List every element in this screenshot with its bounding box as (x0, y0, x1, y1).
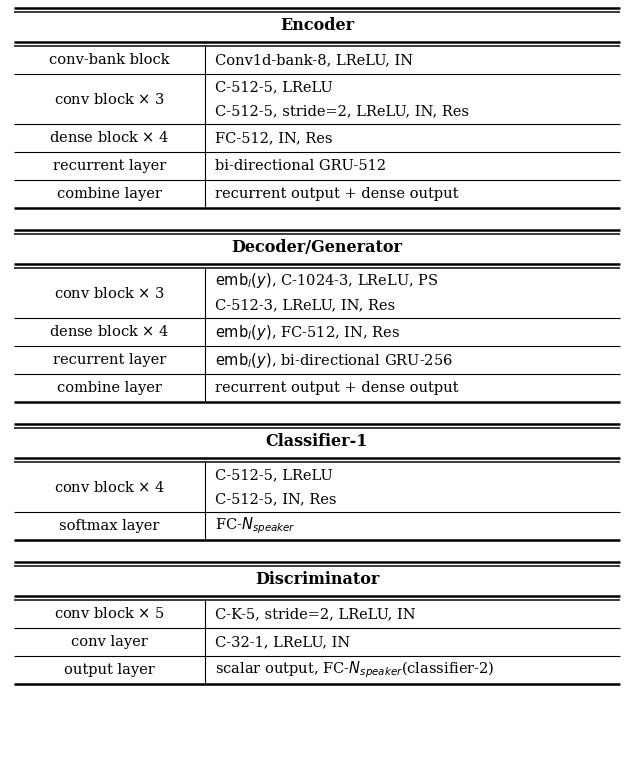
Text: recurrent output + dense output: recurrent output + dense output (215, 381, 458, 395)
Text: C-512-5, stride=2, LReLU, IN, Res: C-512-5, stride=2, LReLU, IN, Res (215, 104, 469, 118)
Text: C-512-5, IN, Res: C-512-5, IN, Res (215, 492, 337, 506)
Text: C-512-3, LReLU, IN, Res: C-512-3, LReLU, IN, Res (215, 298, 395, 312)
Text: C-K-5, stride=2, LReLU, IN: C-K-5, stride=2, LReLU, IN (215, 607, 415, 621)
Text: combine layer: combine layer (57, 381, 162, 395)
Text: conv layer: conv layer (71, 635, 148, 649)
Text: Discriminator: Discriminator (255, 571, 379, 587)
Text: recurrent layer: recurrent layer (53, 159, 166, 173)
Text: FC-$N_{speaker}$: FC-$N_{speaker}$ (215, 515, 295, 537)
Text: conv-bank block: conv-bank block (49, 53, 170, 67)
Text: output layer: output layer (64, 663, 155, 677)
Text: dense block $\times$ 4: dense block $\times$ 4 (49, 324, 169, 340)
Text: conv block $\times$ 5: conv block $\times$ 5 (54, 606, 165, 622)
Text: Encoder: Encoder (280, 17, 354, 33)
Text: Classifier-1: Classifier-1 (266, 433, 368, 449)
Text: bi-directional GRU-512: bi-directional GRU-512 (215, 159, 386, 173)
Text: $\mathrm{emb}_l(y)$, FC-512, IN, Res: $\mathrm{emb}_l(y)$, FC-512, IN, Res (215, 322, 400, 342)
Text: FC-512, IN, Res: FC-512, IN, Res (215, 131, 332, 145)
Text: conv block $\times$ 3: conv block $\times$ 3 (54, 92, 165, 107)
Text: Decoder/Generator: Decoder/Generator (231, 239, 403, 255)
Text: conv block $\times$ 4: conv block $\times$ 4 (54, 480, 165, 494)
Text: $\mathrm{emb}_l(y)$, bi-directional GRU-256: $\mathrm{emb}_l(y)$, bi-directional GRU-… (215, 350, 453, 369)
Text: softmax layer: softmax layer (59, 519, 160, 533)
Text: dense block $\times$ 4: dense block $\times$ 4 (49, 130, 169, 146)
Text: C-512-5, LReLU: C-512-5, LReLU (215, 80, 333, 94)
Text: recurrent layer: recurrent layer (53, 353, 166, 367)
Text: conv block $\times$ 3: conv block $\times$ 3 (54, 286, 165, 300)
Text: C-512-5, LReLU: C-512-5, LReLU (215, 468, 333, 482)
Text: combine layer: combine layer (57, 187, 162, 201)
Text: Conv1d-bank-8, LReLU, IN: Conv1d-bank-8, LReLU, IN (215, 53, 413, 67)
Text: C-32-1, LReLU, IN: C-32-1, LReLU, IN (215, 635, 350, 649)
Text: scalar output, FC-$N_{speaker}$(classifier-2): scalar output, FC-$N_{speaker}$(classifi… (215, 659, 495, 680)
Text: recurrent output + dense output: recurrent output + dense output (215, 187, 458, 201)
Text: $\mathrm{emb}_l(y)$, C-1024-3, LReLU, PS: $\mathrm{emb}_l(y)$, C-1024-3, LReLU, PS (215, 271, 439, 290)
